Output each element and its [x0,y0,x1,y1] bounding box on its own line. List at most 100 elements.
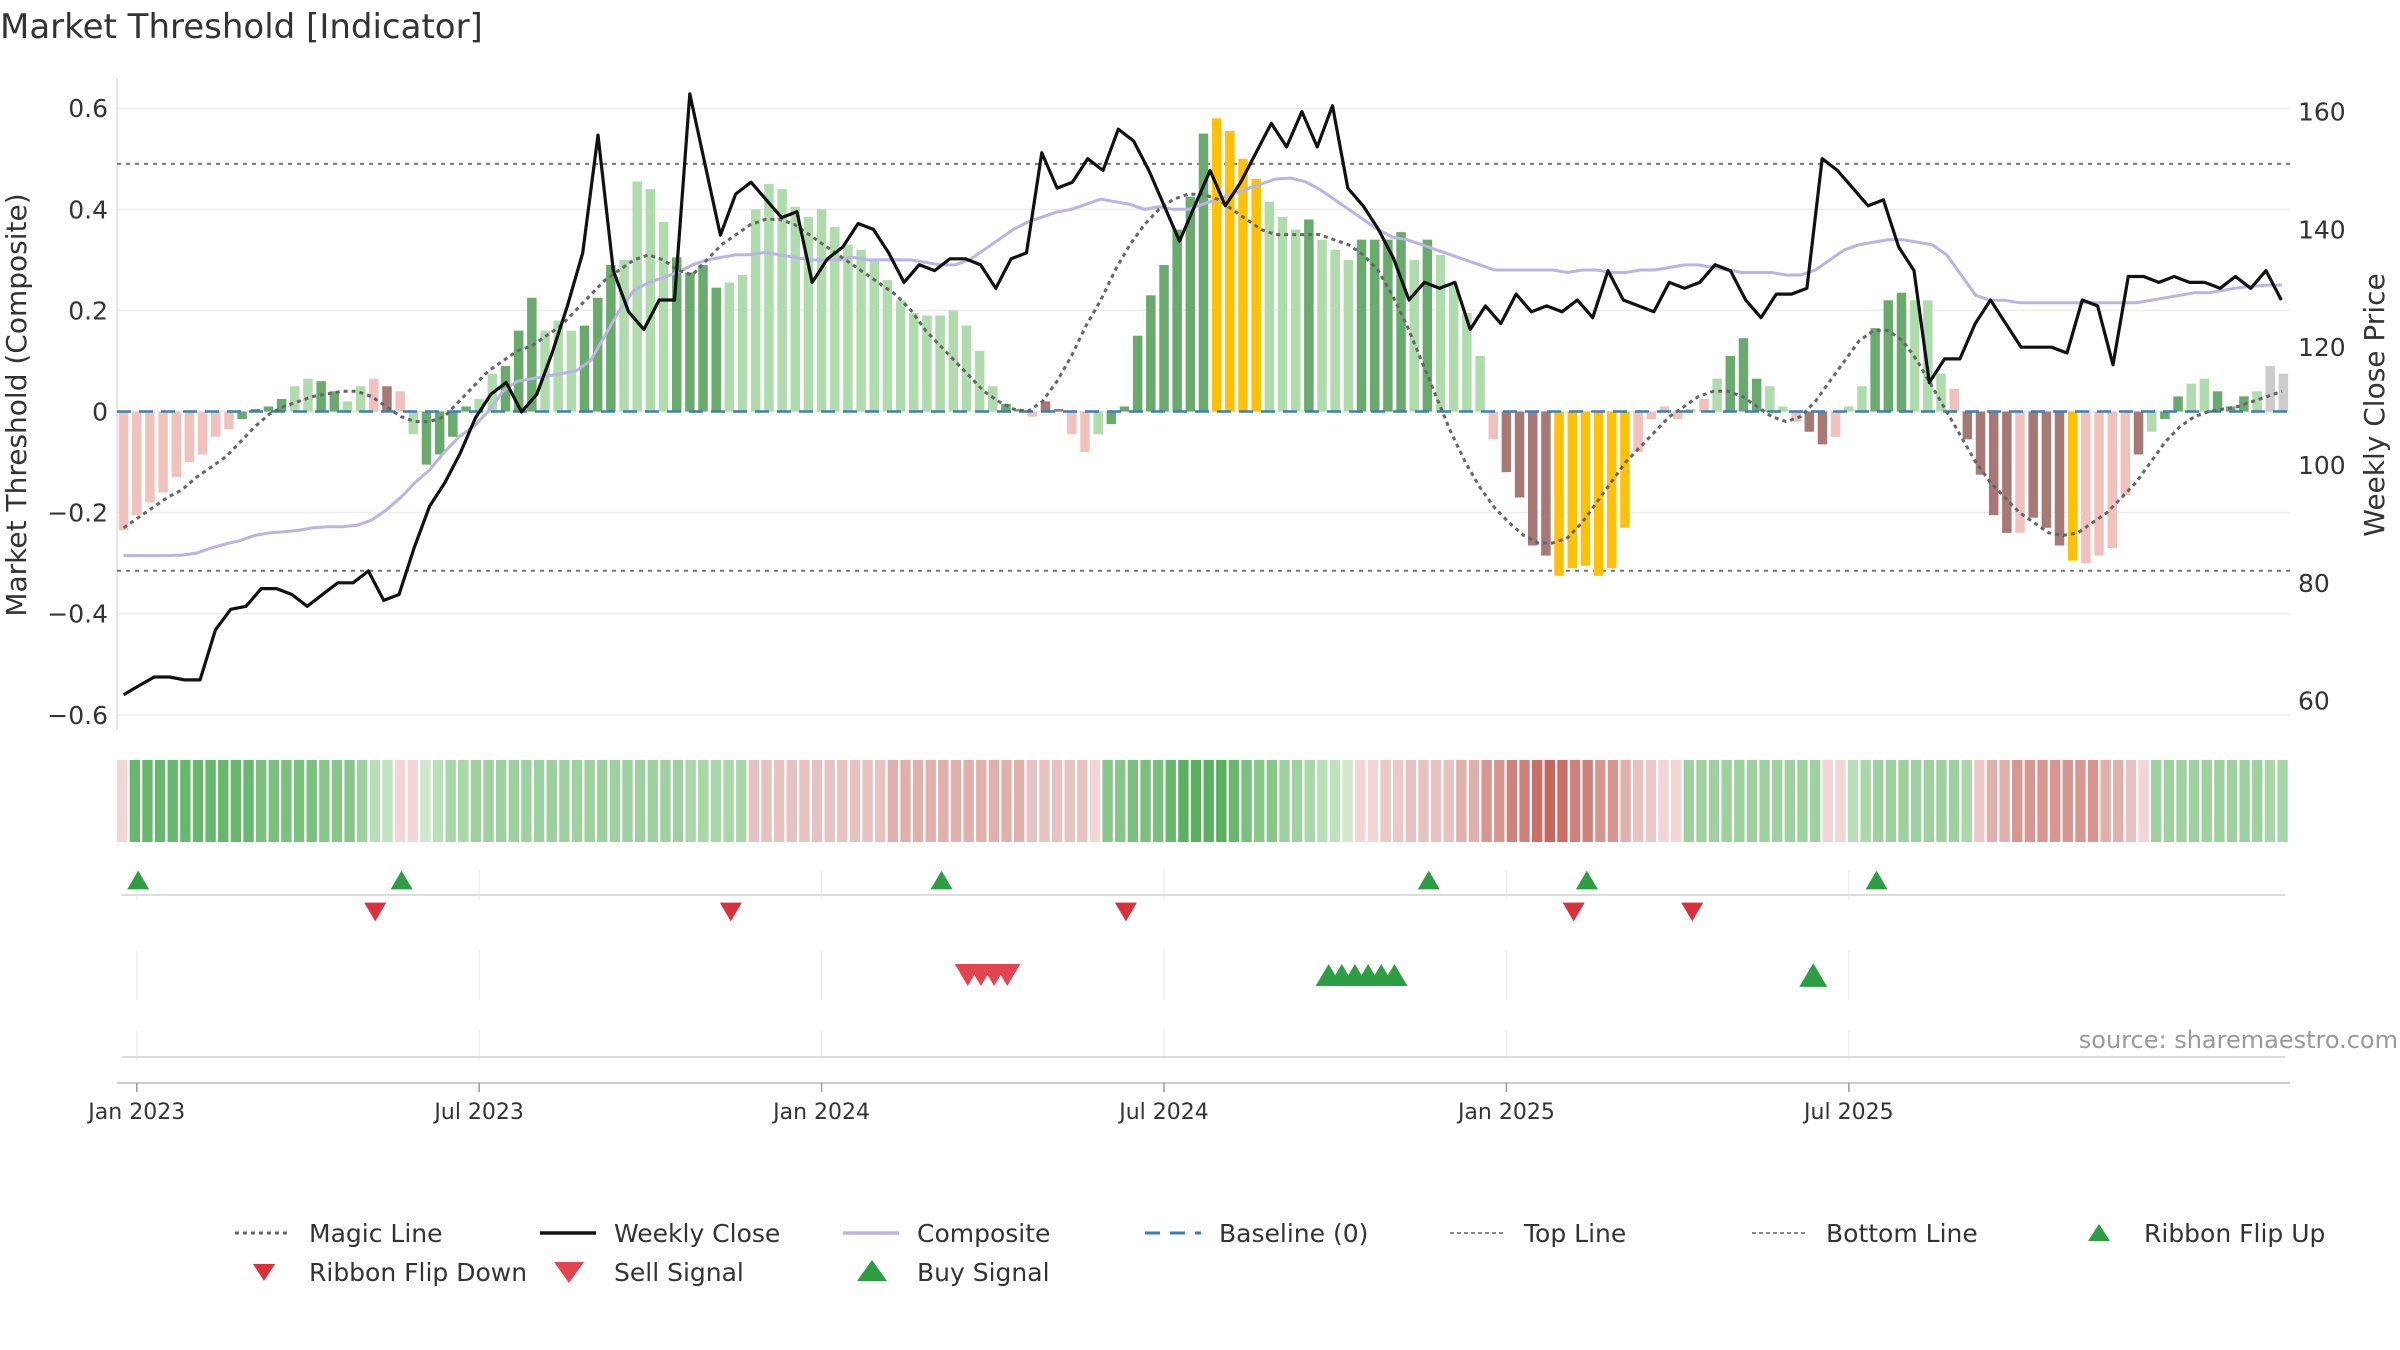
legend-label: Baseline (0) [1219,1219,1368,1248]
x-tick-label: Jul 2023 [432,1100,524,1125]
ribbon-cell [2151,760,2162,842]
ribbon-cell [1835,760,1846,842]
composite-bar [2120,411,2131,495]
ribbon-cell [1203,760,1214,842]
composite-bar [1001,403,1011,412]
composite-bar [698,264,708,412]
ribbon-cell [1051,760,1063,842]
composite-bar [1883,300,1894,412]
ribbon-cell [875,760,886,842]
legend-label: Magic Line [309,1219,443,1248]
legend-swatch [2088,1224,2110,1241]
x-tick-label: Jan 2023 [86,1100,185,1125]
ribbon-cell [2138,760,2149,842]
composite-bar [1580,411,1591,566]
ribbon-cell [1418,760,1429,842]
ribbon-cell [660,760,671,842]
ribbon-cell [584,760,595,842]
composite-bar [777,189,787,412]
legend-item: Magic Line [235,1219,443,1248]
ribbon-cell [533,760,545,842]
y-tick-label-right: 120 [2298,333,2346,362]
composite-bar [645,189,656,412]
ribbon-cell [950,760,962,842]
ribbon-cell [1721,760,1732,842]
composite-bar [1198,133,1209,412]
x-tick-label: Jan 2024 [771,1100,870,1125]
ribbon-cell [293,760,305,842]
composite-bar [2002,411,2012,533]
composite-bar [1093,411,1103,435]
ribbon-cell [1784,760,1796,842]
y-tick-label-right: 100 [2298,451,2346,480]
composite-bar [1699,398,1709,412]
x-tick-label: Jul 2024 [1117,1100,1209,1125]
composite-bar [1778,406,1788,412]
composite-bar [250,409,261,412]
ribbon-cell [1948,760,1960,842]
composite-bar [1725,355,1736,412]
composite-bar [790,206,800,412]
ribbon-cell [2024,760,2036,842]
composite-bar [1290,229,1301,412]
ribbon-cell [1329,760,1341,842]
composite-bar [830,227,840,412]
y-tick-label-right: 160 [2298,98,2346,127]
ribbon-cell [129,760,140,842]
composite-bar [1304,219,1314,412]
composite-bar [2173,396,2183,412]
composite-bar [764,184,774,412]
composite-bar [1040,401,1051,412]
ribbon-cell [799,760,810,842]
ribbon-cell [1039,760,1050,842]
ribbon-flip-up-marker [1575,870,1598,890]
ribbon-cell [1923,760,1934,842]
composite-bar [145,411,155,503]
ribbon-cell [394,760,406,842]
ribbon-cell [837,760,848,842]
ribbon-cell [1974,760,1985,842]
composite-bar [1646,411,1657,420]
legend-label: Sell Signal [614,1258,744,1287]
legend-swatch [554,1262,584,1283]
ribbon-cell [1430,760,1442,842]
ribbon-cell [1140,760,1151,842]
composite-bar [1751,378,1762,412]
composite-bar [1672,411,1683,420]
ribbon-cell [559,760,570,842]
composite-bar [1817,411,1828,445]
composite-bar [1633,411,1643,452]
composite-bar [1172,229,1182,412]
composite-bar [803,216,814,412]
ribbon-cell [255,760,267,842]
composite-bar [527,297,537,412]
ribbon-cell [786,760,797,842]
composite-bar [1027,411,1038,417]
composite-bar [685,272,695,412]
composite-bar [671,257,682,412]
composite-bar [1738,338,1749,412]
composite-bar [1159,264,1169,412]
composite-bar [1686,409,1696,412]
ribbon-cell [521,760,532,842]
ribbon-cell [609,760,621,842]
y-tick-label-right: 140 [2298,215,2346,244]
composite-bar [711,287,721,412]
ribbon-cell [420,760,431,842]
composite-bar [974,350,985,412]
legend-label: Top Line [1523,1219,1626,1248]
composite-bar [513,330,524,412]
composite-bar [869,259,879,412]
ribbon-cell [634,760,646,842]
composite-bar [1936,373,1946,412]
composite-bar [2199,378,2210,412]
ribbon-cell [723,760,734,842]
composite-bar [224,411,234,430]
composite-bar [1053,409,1064,412]
composite-bar [158,411,168,493]
composite-bar [2160,411,2170,420]
ribbon-cell [1746,760,1758,842]
composite-bar [632,181,642,412]
composite-bar [408,411,419,435]
composite-bar [1528,411,1538,546]
